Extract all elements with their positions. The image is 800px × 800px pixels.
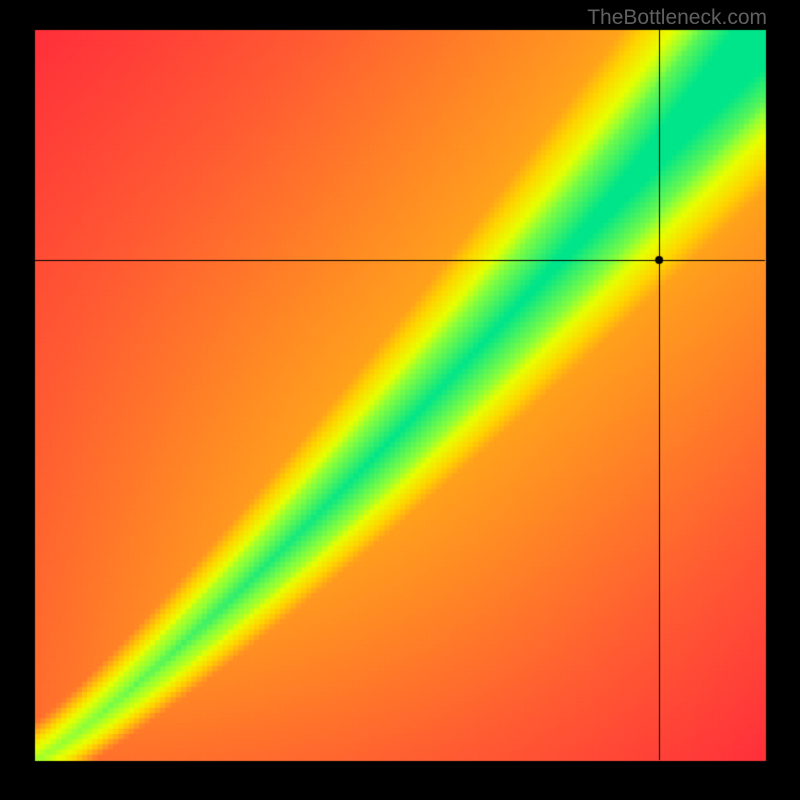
bottleneck-heatmap bbox=[0, 0, 800, 800]
watermark-text: TheBottleneck.com bbox=[587, 6, 767, 30]
